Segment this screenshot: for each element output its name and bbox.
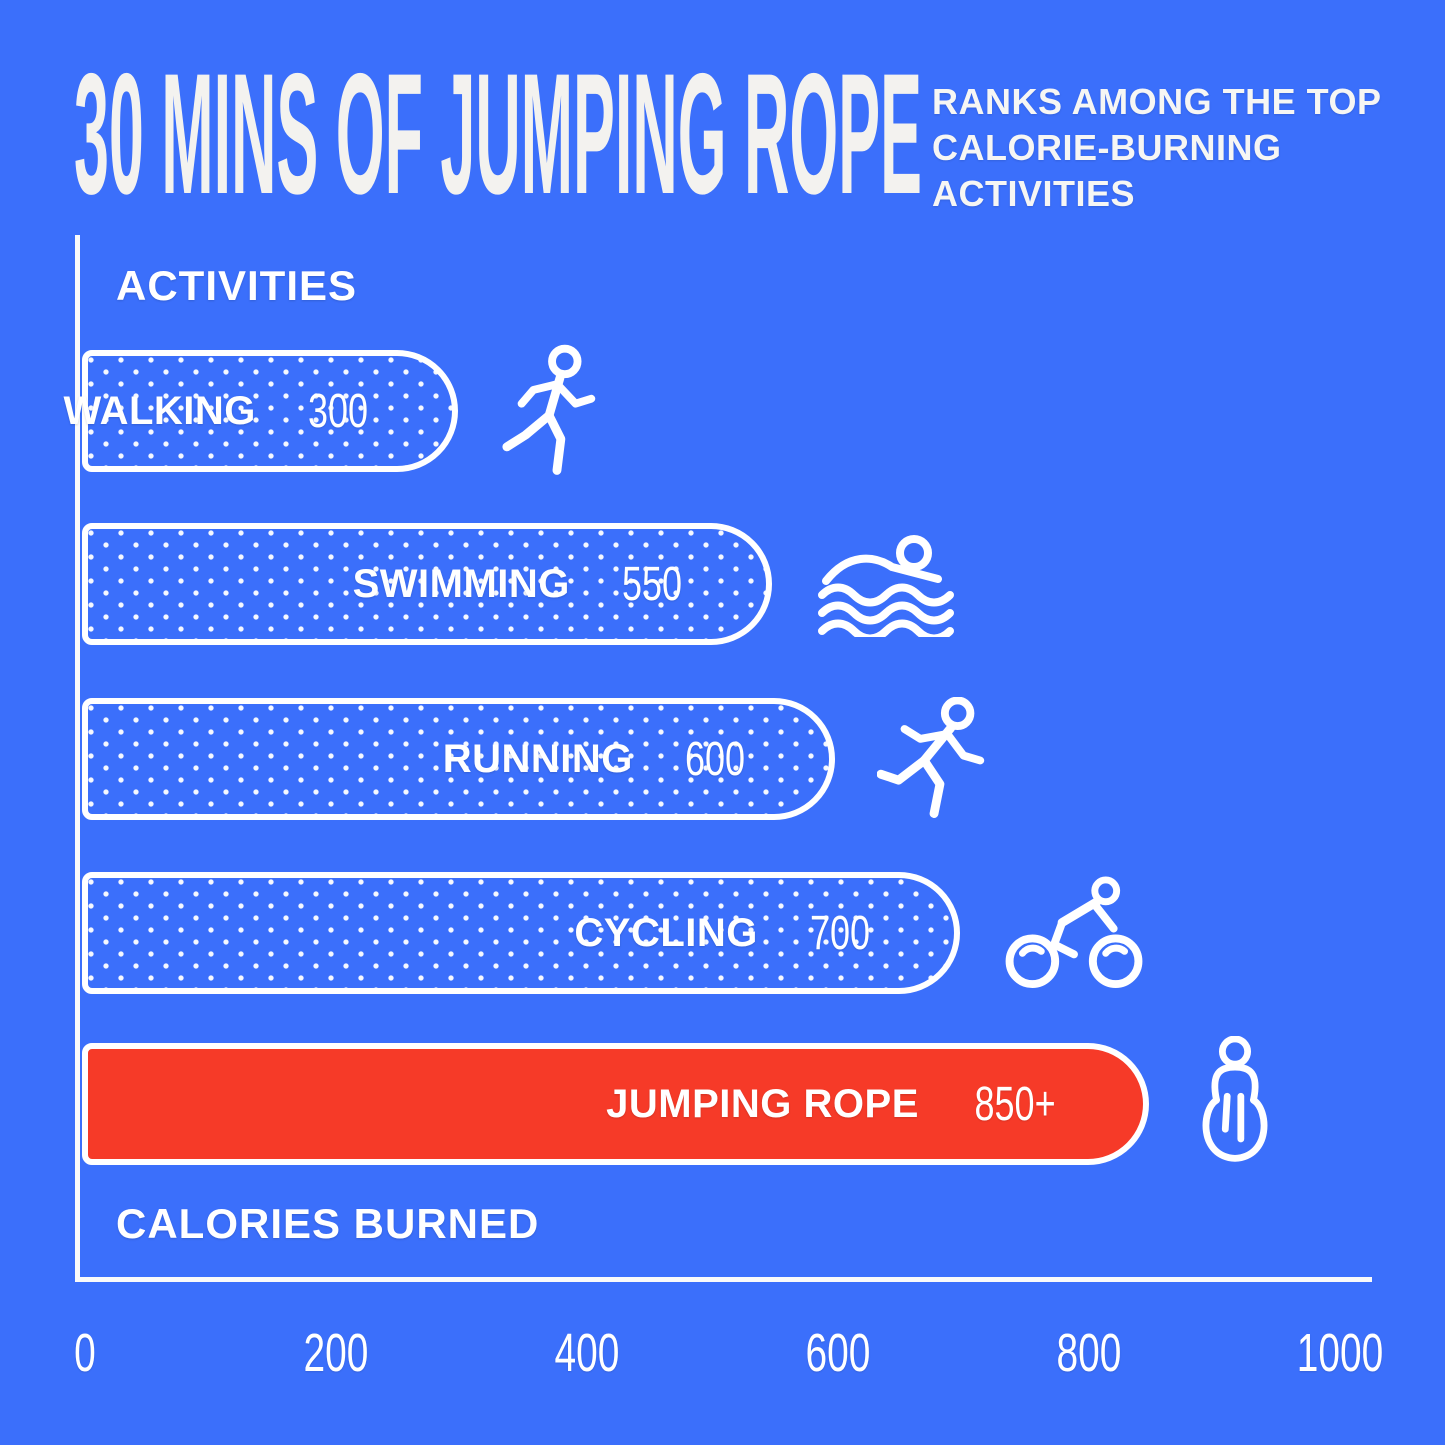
bar-value: 600 xyxy=(684,732,745,786)
bar-label: SWIMMING xyxy=(352,561,570,606)
bar-walking: WALKING 300 xyxy=(64,350,458,472)
bar-label: JUMPING ROPE xyxy=(606,1081,919,1126)
x-tick: 600 xyxy=(805,1323,871,1383)
runner-icon xyxy=(877,697,985,818)
bar-swimming: SWIMMING 550 xyxy=(82,523,772,645)
bar-jumping-rope: JUMPING ROPE 850+ xyxy=(82,1043,1149,1165)
x-tick: 1000 xyxy=(1296,1323,1384,1383)
y-axis-line xyxy=(75,235,80,1282)
subtitle-line: ACTIVITIES xyxy=(932,173,1136,215)
bar-row-walking: WALKING 300 xyxy=(64,344,1445,475)
x-tick: 0 xyxy=(74,1323,96,1383)
walking-person-icon xyxy=(502,344,596,475)
bar-value: 550 xyxy=(621,557,682,611)
bar-cycling: CYCLING 700 xyxy=(82,872,960,994)
bar-row-jumping-rope: JUMPING ROPE 850+ xyxy=(82,1036,1445,1165)
x-tick: 800 xyxy=(1056,1323,1122,1383)
bar-row-cycling: CYCLING 700 xyxy=(82,872,1445,994)
bar-row-running: RUNNING 600 xyxy=(82,697,1445,820)
subtitle-line: RANKS AMONG THE TOP xyxy=(932,81,1382,122)
bar-row-swimming: SWIMMING 550 xyxy=(82,523,1445,645)
bar-value: 700 xyxy=(809,906,870,960)
y-axis-label: ACTIVITIES xyxy=(116,262,358,309)
bar-label: RUNNING xyxy=(442,736,633,781)
cyclist-icon xyxy=(1005,876,1143,989)
page-title-graphic: 30 MINS OF JUMPING ROPE xyxy=(74,62,922,227)
bar-label: WALKING xyxy=(63,388,256,433)
subtitle-line: CALORIE-BURNING xyxy=(932,127,1282,169)
bar-label: CYCLING xyxy=(574,910,758,955)
bar-value: 850+ xyxy=(974,1077,1056,1131)
x-tick: 200 xyxy=(303,1323,369,1383)
jump-rope-person-icon xyxy=(1202,1036,1268,1162)
x-axis-line xyxy=(75,1277,1372,1282)
page-subtitle: RANKS AMONG THE TOP CALORIE-BURNING ACTI… xyxy=(932,79,1382,217)
bar-running: RUNNING 600 xyxy=(82,698,835,820)
bar-value: 300 xyxy=(307,384,368,438)
x-tick: 400 xyxy=(554,1323,620,1383)
swimmer-icon xyxy=(818,535,954,637)
page-title: 30 MINS OF JUMPING ROPE xyxy=(74,62,922,227)
x-axis-label: CALORIES BURNED xyxy=(116,1200,540,1247)
